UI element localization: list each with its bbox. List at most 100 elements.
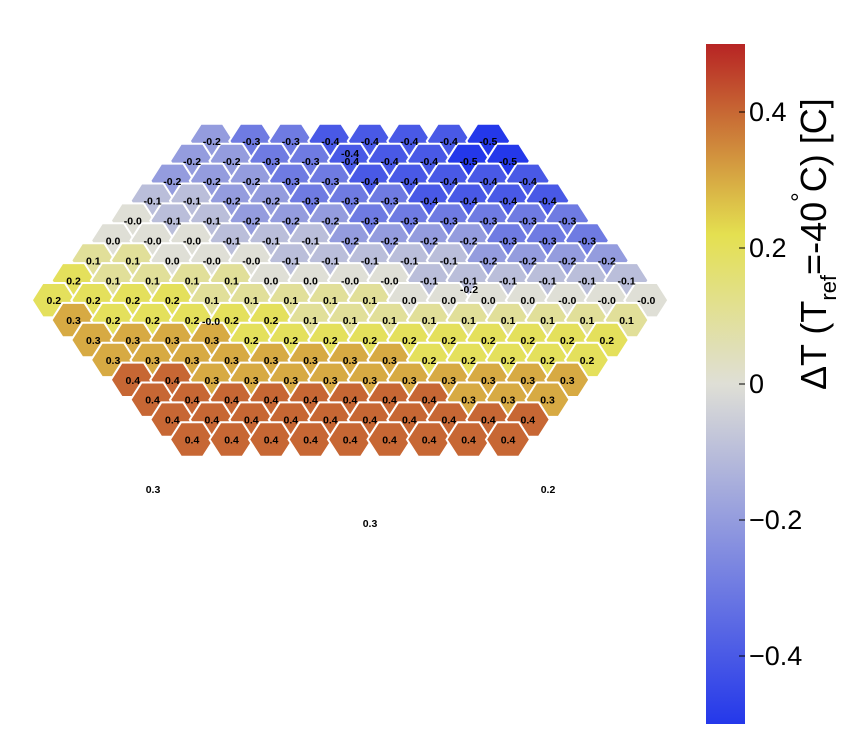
hex-cell: [168, 421, 216, 458]
cell-value-label: -0.1: [617, 275, 635, 287]
cell-value-label: -0.0: [203, 255, 221, 267]
cell-value-label: -0.1: [321, 255, 339, 267]
cell-value-label: 0.0: [481, 295, 496, 307]
extra-value-labels: -0.4 -0.2 -0.0 0.3 0.3 0.2: [146, 148, 556, 530]
colorbar-title-subscript: ref: [816, 274, 841, 301]
cell-value-label: -0.1: [183, 196, 201, 208]
cell-value-label: 0.2: [66, 275, 81, 287]
cell-value-label: 0.2: [402, 335, 417, 347]
cell-value-label: 0.2: [264, 315, 279, 327]
cell-value-label: 0.1: [106, 275, 121, 287]
cell-value-label: -0.0: [637, 295, 655, 307]
cell-value-label: 0.0: [264, 275, 279, 287]
cell-value-label: 0.1: [343, 315, 358, 327]
cell-value-label: -0.4: [440, 136, 458, 148]
cell-value-label: -0.4: [479, 176, 497, 188]
cell-value-label: 0.4: [441, 415, 456, 427]
cell-value-label: 0.1: [461, 315, 476, 327]
colorbar: −0.4 −0.2 0 0.2 0.4: [706, 44, 802, 724]
cell-value-label: 0.4: [362, 415, 377, 427]
cell-value-label: -0.1: [262, 236, 280, 248]
cell-value-label: 0.2: [244, 335, 259, 347]
cell-value-label: 0.4: [382, 435, 397, 447]
cell-value-label: 0.4: [145, 395, 160, 407]
cell-value-label: -0.5: [499, 156, 517, 168]
cell-value-label: 0.2: [441, 335, 456, 347]
cell-value-label: 0.1: [540, 315, 555, 327]
cell-value-label: 0.4: [165, 375, 180, 387]
cell-value-label: -0.1: [361, 255, 379, 267]
cell-value-label: 0.0: [303, 275, 318, 287]
cell-value-label: 0.4: [165, 415, 180, 427]
cell-value-label: 0.3: [303, 355, 318, 367]
cell-value-label: 0.1: [145, 275, 160, 287]
cell-value-label: 0.4: [422, 435, 437, 447]
cell-value-label: -0.4: [420, 156, 438, 168]
cell-value-label: -0.3: [242, 136, 260, 148]
extra-value-label: 0.2: [541, 484, 556, 496]
hex-cell: [366, 421, 413, 458]
cell-value-label: -0.4: [519, 176, 537, 188]
cell-value-label: -0.2: [420, 236, 438, 248]
extra-value-label: 0.3: [363, 518, 378, 530]
cell-value-label: 0.4: [323, 415, 338, 427]
cell-value-label: 0.3: [560, 375, 575, 387]
colorbar-tick-label: 0.2: [749, 233, 787, 263]
cell-value-label: 0.2: [362, 335, 377, 347]
cell-value-label: -0.3: [558, 216, 576, 228]
cell-value-label: 0.4: [303, 435, 318, 447]
cell-value-label: -0.4: [499, 196, 517, 208]
cell-value-label: 0.4: [481, 415, 496, 427]
cell-value-label: -0.2: [459, 236, 477, 248]
cell-value-label: -0.3: [400, 216, 418, 228]
cell-value-label: -0.0: [143, 236, 161, 248]
cell-value-label: 0.1: [619, 315, 634, 327]
cell-value-label: 0.1: [580, 315, 595, 327]
cell-value-label: 0.3: [501, 395, 516, 407]
cell-value-label: -0.2: [183, 156, 201, 168]
cell-value-label: -0.2: [479, 255, 497, 267]
cell-value-label: -0.2: [519, 255, 537, 267]
cell-value-label: 0.1: [382, 315, 397, 327]
cell-value-label: -0.0: [341, 275, 359, 287]
cell-value-label: 0.2: [86, 295, 101, 307]
cell-value-label: -0.1: [459, 275, 477, 287]
cell-value-label: 0.0: [402, 295, 417, 307]
cell-value-label: 0.3: [204, 375, 219, 387]
cell-value-label: 0.3: [66, 315, 81, 327]
cell-value-label: -0.2: [321, 216, 339, 228]
cell-value-label: 0.4: [422, 395, 437, 407]
cell-value-label: 0.4: [520, 415, 535, 427]
cell-value-label: -0.2: [203, 136, 221, 148]
cell-value-label: 0.2: [224, 315, 239, 327]
cell-value-label: 0.3: [441, 375, 456, 387]
cell-value-label: -0.4: [459, 196, 477, 208]
cell-value-label: -0.1: [203, 216, 221, 228]
cell-value-label: -0.3: [321, 176, 339, 188]
hex-cell: [445, 421, 492, 458]
cell-value-label: 0.3: [323, 375, 338, 387]
cell-value-label: 0.3: [264, 355, 279, 367]
cell-value-label: -0.1: [143, 196, 161, 208]
cell-value-label: -0.1: [163, 216, 181, 228]
cell-value-label: 0.3: [402, 375, 417, 387]
cell-value-label: -0.5: [459, 156, 477, 168]
cell-value-label: -0.3: [538, 236, 556, 248]
cell-value-label: 0.3: [283, 375, 298, 387]
cell-value-label: 0.2: [125, 295, 140, 307]
cell-value-label: -0.3: [301, 156, 319, 168]
cell-value-label: 0.2: [323, 335, 338, 347]
cell-value-label: 0.2: [501, 355, 516, 367]
cell-value-label: 0.1: [185, 275, 200, 287]
cell-value-label: 0.2: [283, 335, 298, 347]
cell-value-label: -0.0: [380, 275, 398, 287]
cell-value-label: 0.2: [422, 355, 437, 367]
colorbar-title-equals: =-40: [793, 202, 834, 275]
cell-value-label: -0.4: [361, 176, 379, 188]
cell-value-label: -0.4: [380, 156, 398, 168]
cell-value-label: -0.2: [203, 176, 221, 188]
cell-value-label: -0.2: [163, 176, 181, 188]
colorbar-tick-label: 0.4: [749, 97, 787, 127]
cell-value-label: 0.3: [106, 355, 121, 367]
